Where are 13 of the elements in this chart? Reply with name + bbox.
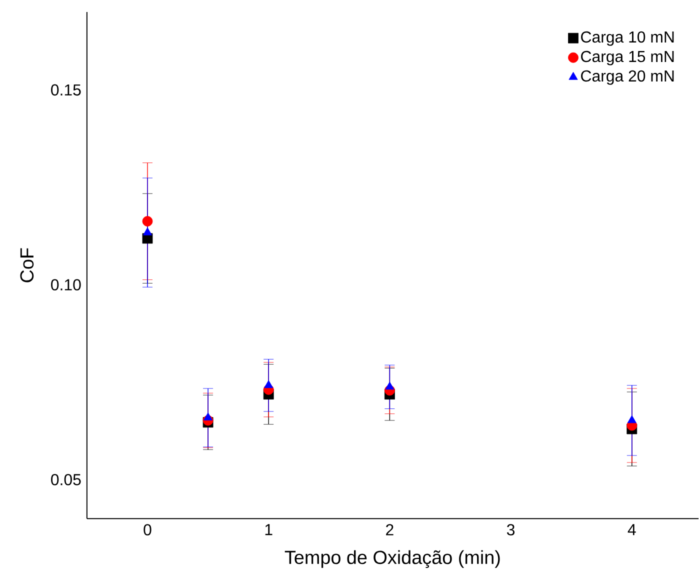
x-tick-label: 4 xyxy=(628,524,636,536)
x-tick-label: 1 xyxy=(265,524,272,536)
legend-label: Carga 20 mN xyxy=(581,70,674,85)
x-tick-label: 0 xyxy=(144,524,152,536)
y-tick-label: 0.10 xyxy=(51,279,81,291)
y-tick-label: 0.15 xyxy=(51,84,81,96)
x-axis-title: Tempo de Oxidação (min) xyxy=(284,550,500,568)
legend-label: Carga 10 mN xyxy=(581,32,674,46)
y-tick-label: 0.05 xyxy=(51,474,81,486)
legend-label: Carga 15 mN xyxy=(581,51,674,66)
y-axis-title: CoF xyxy=(20,248,34,282)
x-tick-label: 3 xyxy=(506,524,515,536)
x-tick-label: 2 xyxy=(386,524,394,536)
